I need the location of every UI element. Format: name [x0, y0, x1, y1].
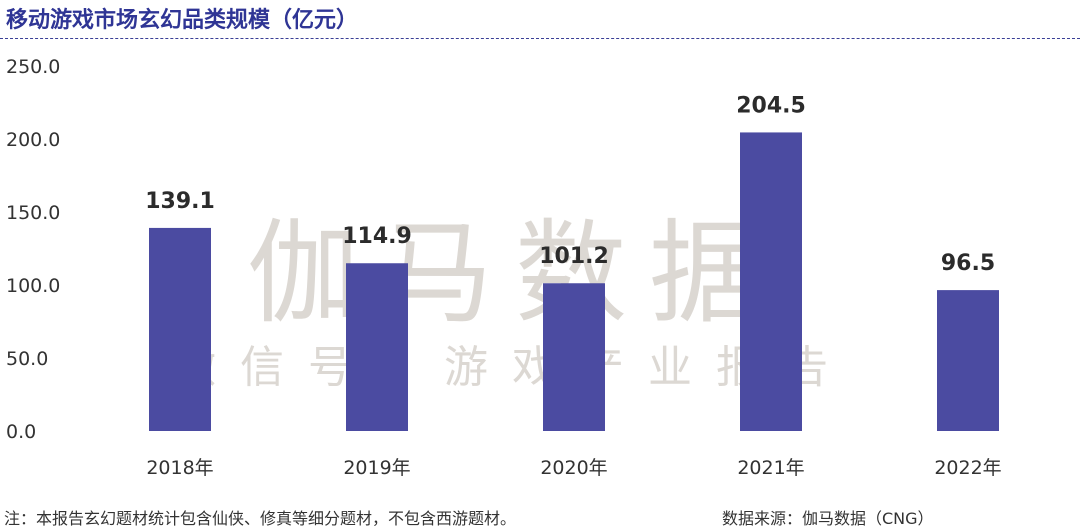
y-tick-label: 250.0 [6, 56, 60, 78]
data-source: 数据来源：伽马数据（CNG） [722, 509, 934, 528]
bars: 139.1 114.9 101.2 204.5 96.5 [145, 93, 999, 431]
y-tick-label: 50.0 [6, 348, 48, 370]
watermark-main-text: 伽马数据 [247, 209, 783, 339]
x-tick-label: 2022年 [934, 457, 1001, 479]
y-axis: 0.0 50.0 100.0 150.0 200.0 250.0 [6, 56, 60, 443]
footnote: 注：本报告玄幻题材统计包含仙侠、修真等细分题材，不包含西游题材。 [4, 509, 517, 528]
y-tick-label: 100.0 [6, 275, 60, 297]
title-divider [0, 38, 1080, 39]
x-tick-label: 2019年 [343, 457, 410, 479]
x-tick-label: 2021年 [737, 457, 804, 479]
x-tick-label: 2020年 [540, 457, 607, 479]
watermark: 伽马数据 微信号：游戏产业报告 [172, 209, 852, 393]
bar-chart: 伽马数据 微信号：游戏产业报告 0.0 50.0 100.0 150.0 200.0 25… [6, 56, 1002, 479]
watermark-sub-text: 微信号：游戏产业报告 [172, 342, 852, 393]
bar-value-label: 101.2 [539, 244, 609, 269]
y-tick-label: 150.0 [6, 202, 60, 224]
bar [937, 290, 999, 431]
chart-title: 移动游戏市场玄幻品类规模（亿元） [6, 8, 359, 33]
bar-value-label: 139.1 [145, 189, 215, 214]
x-tick-label: 2018年 [146, 457, 213, 479]
bar-value-label: 204.5 [736, 93, 806, 118]
bar [346, 263, 408, 431]
y-tick-label: 200.0 [6, 129, 60, 151]
bar-value-label: 114.9 [342, 224, 412, 249]
bar [149, 227, 211, 431]
x-axis: 2018年 2019年 2020年 2021年 2022年 [146, 457, 1001, 479]
bar-value-label: 96.5 [941, 251, 995, 276]
bar [543, 283, 605, 431]
bar [740, 132, 802, 431]
y-tick-label: 0.0 [6, 421, 36, 443]
